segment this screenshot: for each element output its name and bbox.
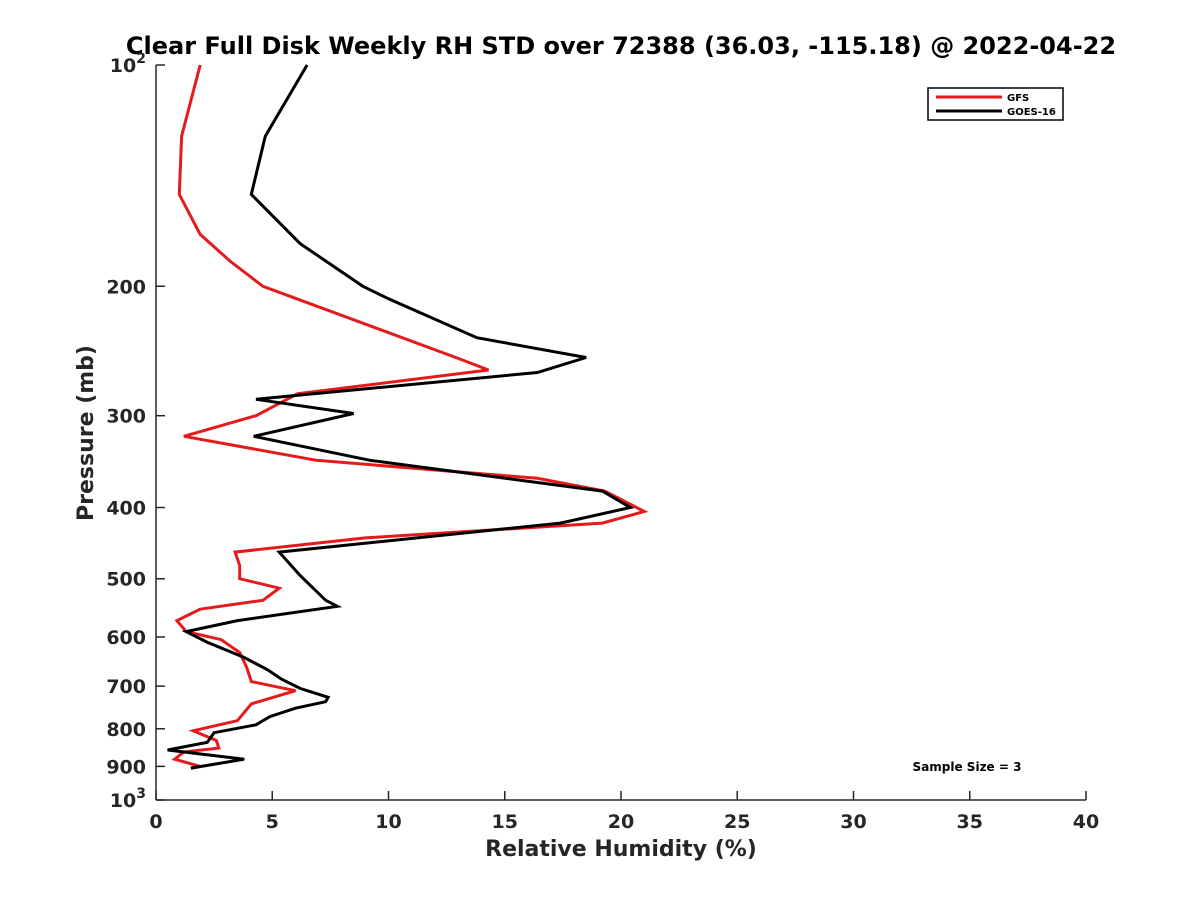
y-axis-label: Pressure (mb)	[74, 345, 99, 521]
legend: GFS GOES-16	[927, 87, 1064, 121]
series-layer	[167, 64, 649, 770]
series-line-gfs	[171, 64, 649, 770]
x-tick-label: 0	[149, 811, 162, 833]
y-tick-label: 300	[106, 406, 146, 428]
x-tick-label: 35	[957, 811, 983, 833]
y-tick-label: 500	[106, 569, 146, 591]
x-tick-label: 40	[1073, 811, 1099, 833]
axis-layer: 0 5 10 15 20 25 30 35 40 102 200 300 400 500 600 700 800…	[106, 51, 1099, 833]
x-axis-label: Relative Humidity (%)	[485, 837, 757, 862]
series-line-goes-16	[167, 64, 635, 770]
x-tick-label: 30	[840, 811, 866, 833]
y-tick-label: 600	[106, 627, 146, 649]
legend-label: GOES-16	[1007, 107, 1056, 118]
legend-label: GFS	[1007, 93, 1029, 104]
y-tick-label: 700	[106, 676, 146, 698]
x-tick-label: 10	[375, 811, 401, 833]
plot-area	[156, 65, 1086, 800]
sample-size-annotation: Sample Size = 3	[913, 760, 1022, 774]
x-tick-label: 5	[266, 811, 279, 833]
y-tick-label: 800	[106, 719, 146, 741]
y-tick-label: 103	[110, 786, 146, 812]
x-tick-label: 20	[608, 811, 634, 833]
y-tick-label: 200	[106, 276, 146, 298]
x-tick-label: 15	[492, 811, 518, 833]
y-tick-label: 400	[106, 498, 146, 520]
x-tick-label: 25	[724, 811, 750, 833]
y-tick-label: 900	[106, 756, 146, 778]
chart-title: Clear Full Disk Weekly RH STD over 72388…	[126, 32, 1116, 60]
y-tick-label: 102	[110, 51, 146, 77]
legend-box	[927, 87, 1064, 121]
